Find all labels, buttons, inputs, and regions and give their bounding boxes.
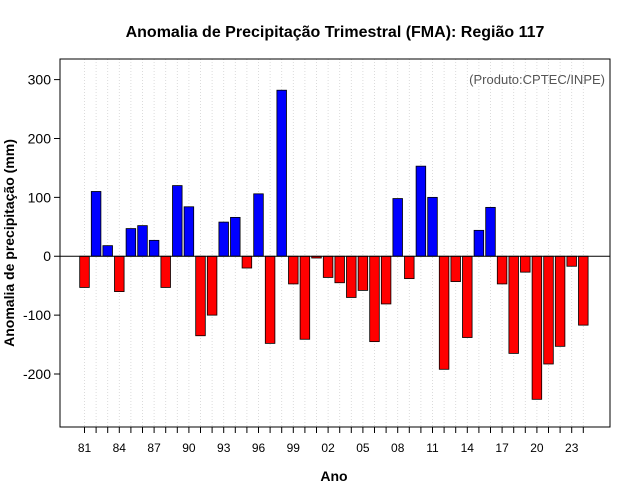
bar (230, 216, 241, 257)
y-axis-label: Anomalia de precipitação (mm) (1, 139, 17, 347)
x-tick-label: 84 (113, 441, 127, 455)
bar (392, 198, 403, 257)
credit-text: (Produto:CPTEC/INPE) (469, 72, 605, 87)
bar (264, 255, 276, 344)
bar (334, 255, 345, 284)
x-tick-label: 81 (78, 441, 92, 455)
bar (160, 255, 171, 288)
bar (566, 255, 577, 267)
bar (450, 255, 461, 282)
bar (380, 255, 392, 305)
chart-title: Anomalia de Precipitação Trimestral (FMA… (126, 24, 545, 41)
y-tick-label: 300 (28, 72, 52, 88)
bar (496, 255, 508, 285)
grid-layer (84, 59, 584, 427)
bar (462, 255, 473, 338)
bar (241, 255, 253, 269)
y-tick-label: 100 (28, 189, 52, 205)
bar (554, 255, 566, 347)
bar (172, 185, 183, 257)
x-tick-label: 14 (461, 441, 475, 455)
bar (102, 245, 113, 257)
x-tick-label: 11 (426, 441, 439, 455)
x-tick-label: 23 (565, 441, 579, 455)
bar (195, 255, 206, 337)
bar (578, 255, 589, 326)
bar (148, 239, 160, 257)
bar (288, 255, 299, 285)
bar (520, 255, 531, 273)
bar (125, 228, 137, 257)
bar (427, 196, 438, 257)
bar (543, 255, 554, 365)
x-tick-label: 90 (182, 441, 196, 455)
x-tick-label: 87 (147, 441, 161, 455)
bar (276, 89, 287, 257)
x-tick-label: 05 (356, 441, 370, 455)
y-tick-label: 0 (43, 248, 51, 264)
bar (531, 255, 543, 400)
bar (218, 221, 229, 257)
bar (369, 255, 380, 343)
y-tick-label: 200 (28, 130, 52, 146)
bar (485, 206, 496, 257)
x-tick-label: 96 (252, 441, 266, 455)
bar (415, 165, 427, 257)
bar (357, 255, 369, 291)
bar (79, 255, 90, 288)
y-tick-label: -200 (23, 366, 51, 382)
x-tick-label: 02 (321, 441, 335, 455)
bar (346, 255, 357, 298)
bar (206, 255, 218, 316)
y-axis: -200 -100 0 100 200 300 (23, 72, 60, 382)
plot-frame (59, 58, 611, 428)
bar (253, 193, 264, 257)
x-axis-label: Ano (320, 468, 347, 484)
bar (322, 255, 334, 278)
bar (473, 229, 485, 257)
bar (183, 206, 195, 257)
bar-layer (79, 89, 589, 400)
y-tick-label: -100 (23, 307, 51, 323)
bar (438, 255, 450, 370)
bar (137, 225, 148, 257)
bar (299, 255, 311, 340)
x-tick-label: 99 (287, 441, 301, 455)
x-tick-label: 17 (495, 441, 509, 455)
x-axis: 81 84 87 90 93 96 99 02 05 08 11 14 17 20 23 (78, 427, 584, 455)
bar (90, 191, 102, 257)
x-tick-label: 20 (530, 441, 544, 455)
x-tick-label: 93 (217, 441, 231, 455)
bar (404, 255, 415, 280)
bar (114, 255, 125, 292)
x-tick-label: 08 (391, 441, 405, 455)
bar (508, 255, 519, 354)
